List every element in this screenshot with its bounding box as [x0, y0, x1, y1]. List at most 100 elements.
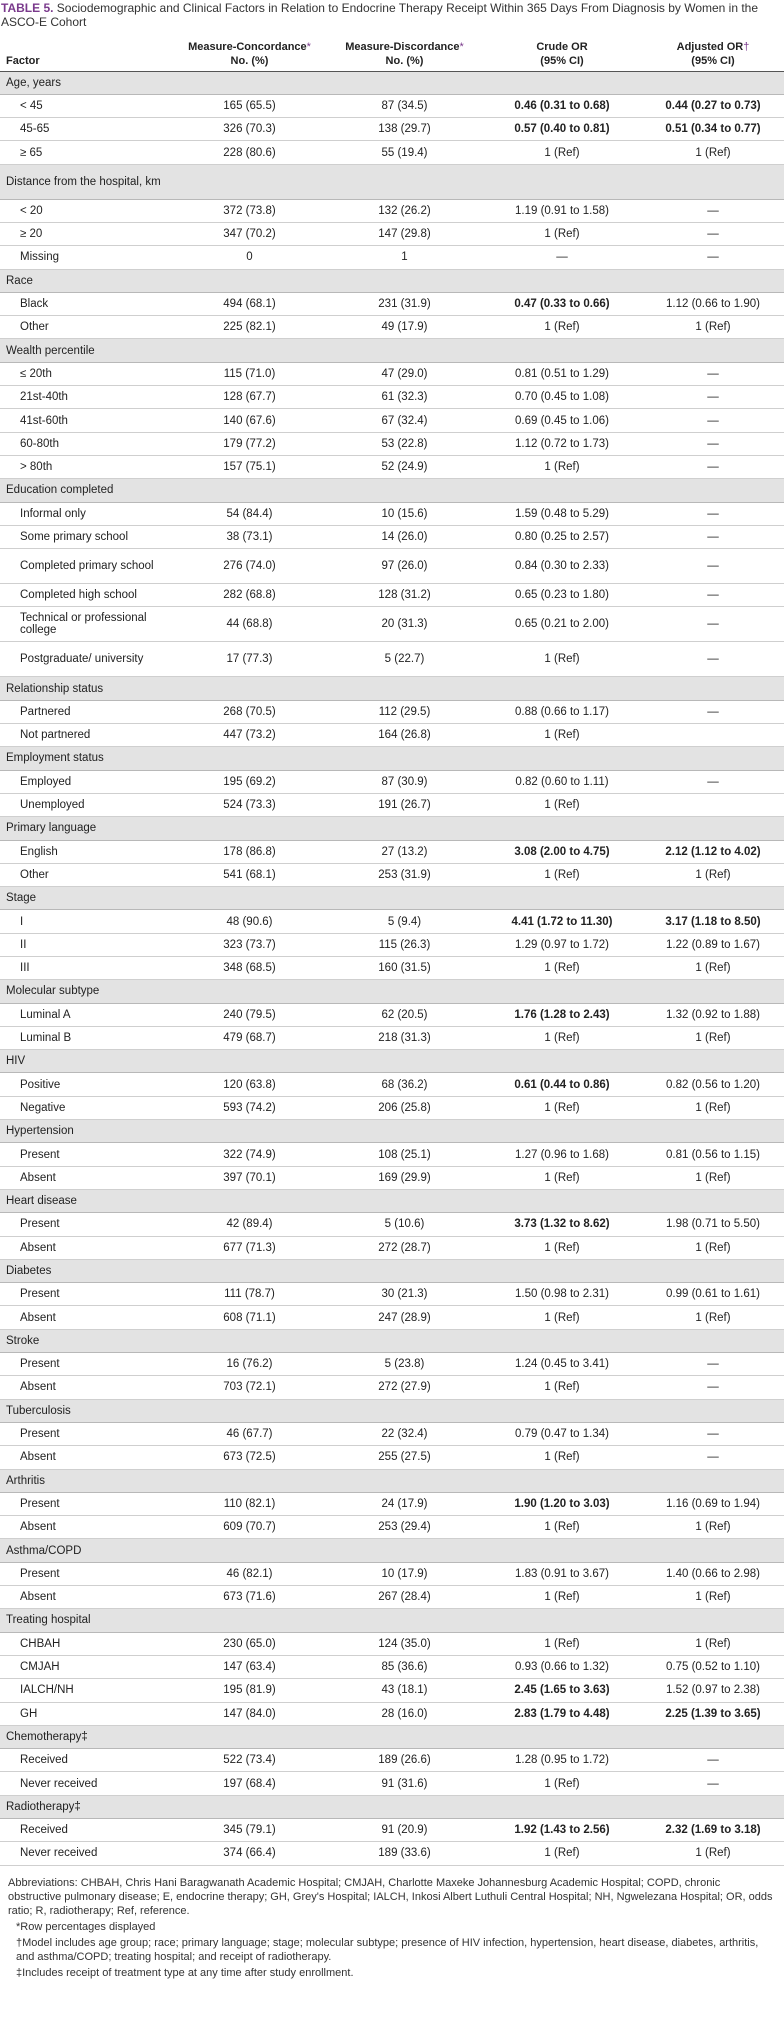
discordance-cell: 5 (10.6)	[327, 1212, 482, 1237]
adjusted-or-cell: —	[642, 245, 784, 270]
crude-or-cell: 3.08 (2.00 to 4.75)	[482, 840, 642, 864]
discordance-cell: 52 (24.9)	[327, 455, 482, 480]
discordance-cell: 206 (25.8)	[327, 1096, 482, 1121]
section-row: Stroke	[0, 1329, 784, 1354]
section-label: HIV	[0, 1049, 784, 1074]
header-discordance: Measure-Discordance* No. (%)	[327, 31, 482, 72]
crude-or-cell: 1 (Ref)	[482, 140, 642, 165]
adjusted-or-cell: —	[642, 408, 784, 433]
factor-cell: < 45	[0, 94, 172, 119]
header-adjusted-or: Adjusted OR† (95% CI)	[642, 31, 784, 72]
section-label: Molecular subtype	[0, 979, 784, 1004]
table-row: Absent 673 (72.5) 255 (27.5) 1 (Ref) —	[0, 1445, 784, 1470]
concordance-cell: 147 (63.4)	[172, 1655, 327, 1680]
footnote-dagger: †Model includes age group; race; primary…	[16, 1936, 759, 1963]
table-row: 45-65 326 (70.3) 138 (29.7) 0.57 (0.40 to 0…	[0, 117, 784, 142]
factor-cell: Received	[0, 1818, 172, 1843]
factor-cell: Present	[0, 1562, 172, 1587]
concordance-cell: 541 (68.1)	[172, 863, 327, 888]
adjusted-or-cell: 1.98 (0.71 to 5.50)	[642, 1212, 784, 1237]
discordance-cell: 91 (20.9)	[327, 1818, 482, 1843]
discordance-cell: 255 (27.5)	[327, 1445, 482, 1470]
section-label: Stroke	[0, 1329, 784, 1354]
discordance-cell: 87 (34.5)	[327, 94, 482, 119]
discordance-cell: 49 (17.9)	[327, 315, 482, 340]
factor-cell: Absent	[0, 1305, 172, 1330]
discordance-cell: 132 (26.2)	[327, 199, 482, 223]
factor-cell: Negative	[0, 1096, 172, 1121]
discordance-cell: 1	[327, 245, 482, 270]
discordance-cell: 272 (27.9)	[327, 1375, 482, 1400]
discordance-cell: 62 (20.5)	[327, 1003, 482, 1027]
factor-cell: Absent	[0, 1515, 172, 1540]
discordance-cell: 218 (31.3)	[327, 1026, 482, 1051]
adjusted-or-cell	[642, 793, 784, 818]
table-row: English 178 (86.8) 27 (13.2) 3.08 (2.00 to …	[0, 840, 784, 864]
table-row: Partnered 268 (70.5) 112 (29.5) 0.88 (0.66 …	[0, 700, 784, 725]
adjusted-or-cell: —	[642, 770, 784, 794]
adjusted-or-cell: —	[642, 1375, 784, 1400]
factor-cell: II	[0, 933, 172, 958]
footnote-abbreviations: Abbreviations: CHBAH, Chris Hani Baragwa…	[8, 1876, 773, 1917]
section-row: Employment status	[0, 746, 784, 771]
discordance-cell: 22 (32.4)	[327, 1422, 482, 1447]
table-row: Absent 703 (72.1) 272 (27.9) 1 (Ref) —	[0, 1375, 784, 1400]
concordance-cell: 479 (68.7)	[172, 1026, 327, 1051]
concordance-cell: 608 (71.1)	[172, 1305, 327, 1330]
concordance-cell: 178 (86.8)	[172, 840, 327, 864]
crude-or-cell: 1 (Ref)	[482, 1632, 642, 1656]
discordance-cell: 43 (18.1)	[327, 1678, 482, 1703]
header-crude-or: Crude OR (95% CI)	[482, 31, 642, 72]
concordance-cell: 347 (70.2)	[172, 222, 327, 247]
header-factor: Factor	[0, 31, 172, 72]
adjusted-or-cell	[642, 723, 784, 748]
factor-cell: Black	[0, 292, 172, 317]
adjusted-or-cell: —	[642, 222, 784, 247]
section-row: Distance from the hospital, km	[0, 164, 784, 200]
discordance-cell: 67 (32.4)	[327, 408, 482, 433]
concordance-cell: 48 (90.6)	[172, 909, 327, 934]
header-concordance: Measure-Concordance* No. (%)	[172, 31, 327, 72]
section-label: Wealth percentile	[0, 338, 784, 363]
crude-or-cell: 1.76 (1.28 to 2.43)	[482, 1003, 642, 1027]
table-row: < 45 165 (65.5) 87 (34.5) 0.46 (0.31 to 0.6…	[0, 94, 784, 119]
discordance-cell: 115 (26.3)	[327, 933, 482, 958]
adjusted-or-cell: —	[642, 1352, 784, 1377]
table-row: 41st-60th 140 (67.6) 67 (32.4) 0.69 (0.45 t…	[0, 408, 784, 433]
table-row: Other 225 (82.1) 49 (17.9) 1 (Ref) 1 (Ref)	[0, 315, 784, 340]
concordance-cell: 593 (74.2)	[172, 1096, 327, 1121]
concordance-cell: 195 (69.2)	[172, 770, 327, 794]
discordance-cell: 10 (15.6)	[327, 502, 482, 526]
concordance-cell: 42 (89.4)	[172, 1212, 327, 1237]
concordance-cell: 372 (73.8)	[172, 199, 327, 223]
crude-or-cell: 0.81 (0.51 to 1.29)	[482, 362, 642, 387]
table-row: Missing 0 1— —	[0, 245, 784, 270]
factor-cell: English	[0, 840, 172, 864]
adjusted-or-cell: —	[642, 502, 784, 526]
factor-cell: Absent	[0, 1166, 172, 1190]
concordance-cell: 230 (65.0)	[172, 1632, 327, 1656]
adjusted-or-cell: —	[642, 1445, 784, 1470]
crude-or-cell: 0.65 (0.23 to 1.80)	[482, 583, 642, 608]
factor-cell: Partnered	[0, 700, 172, 725]
section-row: Age, years	[0, 71, 784, 95]
table-row: Absent 673 (71.6) 267 (28.4) 1 (Ref) 1 (Ref)	[0, 1585, 784, 1610]
concordance-cell: 374 (66.4)	[172, 1841, 327, 1866]
table-row: GH 147 (84.0) 28 (16.0) 2.83 (1.79 to 4.48)…	[0, 1702, 784, 1726]
factor-cell: Absent	[0, 1375, 172, 1400]
concordance-cell: 16 (76.2)	[172, 1352, 327, 1377]
discordance-cell: 10 (17.9)	[327, 1562, 482, 1587]
crude-or-cell: 1.27 (0.96 to 1.68)	[482, 1142, 642, 1167]
discordance-cell: 231 (31.9)	[327, 292, 482, 317]
adjusted-or-cell: 1 (Ref)	[642, 1096, 784, 1121]
section-row: Relationship status	[0, 676, 784, 701]
crude-or-cell: 1.12 (0.72 to 1.73)	[482, 432, 642, 456]
crude-or-cell: 1 (Ref)	[482, 1026, 642, 1051]
adjusted-or-cell: 1 (Ref)	[642, 1236, 784, 1260]
crude-or-cell: 0.47 (0.33 to 0.66)	[482, 292, 642, 317]
factor-cell: Never received	[0, 1771, 172, 1796]
concordance-cell: 120 (63.8)	[172, 1072, 327, 1097]
adjusted-or-cell: —	[642, 583, 784, 608]
factor-cell: ≥ 65	[0, 140, 172, 165]
table-row: Black 494 (68.1) 231 (31.9) 0.47 (0.33 to 0…	[0, 292, 784, 317]
